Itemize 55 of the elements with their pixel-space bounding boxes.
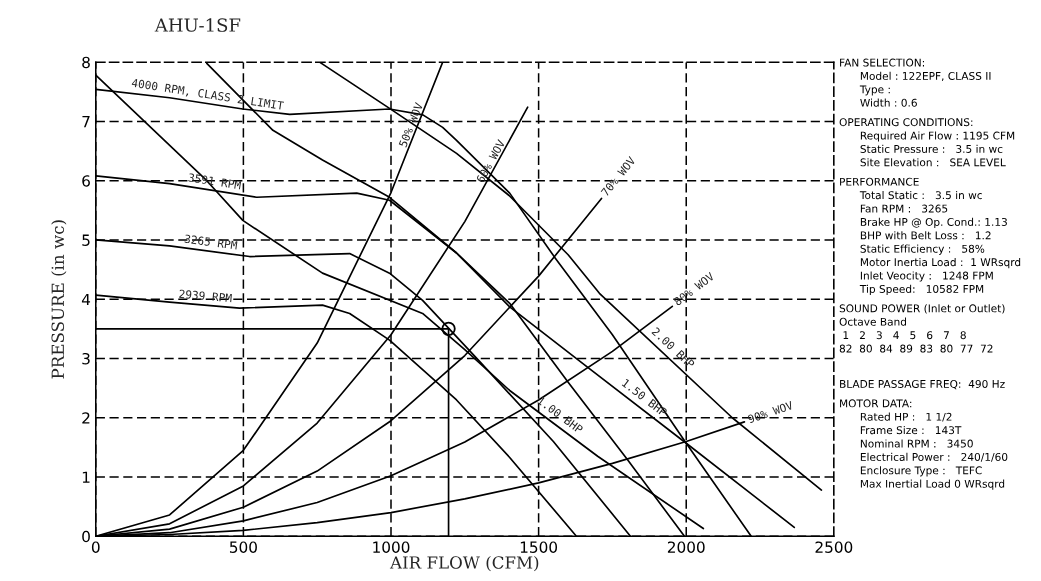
text: Electrical Power : 240/1/60 [860, 452, 1008, 462]
text: Enclosure Type : TEFC [860, 466, 982, 477]
x-tick-label: 0 [91, 541, 100, 553]
text: 3265 RPM [184, 234, 238, 250]
text: 80% WOV [673, 271, 715, 306]
text: Inlet Veocity : 1248 FPM [860, 271, 993, 282]
text: 1 2 3 4 5 6 7 8 [843, 331, 966, 340]
text: OPERATING CONDITIONS: [839, 118, 973, 127]
text: Total Static : 3.5 in wc [859, 190, 982, 200]
text: Width : 0.6 [860, 98, 917, 107]
x-tick-label: 1500 [520, 541, 558, 553]
text: Frame Size : 143T [860, 425, 962, 435]
text: Rated HP : 1 1/2 [860, 412, 952, 422]
series-label: 2939 RPM [179, 289, 232, 303]
x-tick-label: 2500 [815, 541, 853, 553]
text: Required Air Flow : 1195 CFM [860, 131, 1015, 142]
text: Octave Band [839, 317, 906, 326]
y-tick-label: 3 [82, 352, 90, 365]
y-tick-label: 1 [82, 471, 90, 483]
y-tick-label: 0 [82, 530, 90, 543]
text: Brake HP @ Op. Cond.: 1.13 [860, 217, 1007, 228]
y-tick-label: 6 [82, 175, 90, 187]
text: Static Efficiency : 58% [860, 244, 985, 255]
text: 90% WOV [747, 400, 794, 424]
text: Type : [859, 85, 890, 96]
text: 82 80 84 89 83 80 77 72 [839, 344, 993, 353]
text: SOUND POWER (Inlet or Outlet) [839, 304, 1005, 314]
text: Model : 122EPF, CLASS II [860, 71, 991, 82]
x-tick-label: 500 [229, 541, 257, 553]
text: MOTOR DATA: [840, 399, 912, 408]
text: Fan RPM : 3265 [860, 204, 948, 213]
x-tick-label: 1000 [373, 541, 410, 553]
text: 3591 RPM [188, 173, 242, 190]
text: 4000 RPM, CLASS 2 LIMIT [131, 78, 285, 112]
text: BHP with Belt Loss : 1.2 [860, 231, 991, 240]
text: Nominal RPM : 3450 [860, 439, 973, 448]
text: Motor Inertia Load : 1 WRsqrd [860, 257, 1021, 269]
text: 50% WOV [398, 101, 424, 148]
text: 60% WOV [475, 138, 506, 184]
text: Static Pressure : 3.5 in wc [860, 144, 1003, 153]
y-tick-label: 4 [81, 293, 91, 306]
text: Site Elevation : SEA LEVEL [860, 158, 1006, 167]
y-tick-label: 5 [82, 234, 90, 246]
text: BLADE PASSAGE FREQ: 490 Hz [840, 379, 1005, 390]
y-tick-label: 8 [82, 56, 90, 69]
y-tick-label: 2 [82, 412, 90, 424]
y-axis-title: PRESSURE (in wc) [51, 220, 67, 379]
x-tick-label: 2000 [667, 541, 705, 553]
x-axis-title: AIR FLOW (CFM) [389, 555, 539, 572]
text: FAN SELECTION: [840, 58, 925, 67]
chart-title: AHU-1SF [154, 18, 241, 32]
y-tick-label: 7 [82, 116, 90, 128]
text: Max Inertial Load 0 WRsqrd [860, 479, 1005, 490]
text: PERFORMANCE [840, 177, 919, 186]
text: Tip Speed: 10582 FPM [859, 284, 984, 295]
